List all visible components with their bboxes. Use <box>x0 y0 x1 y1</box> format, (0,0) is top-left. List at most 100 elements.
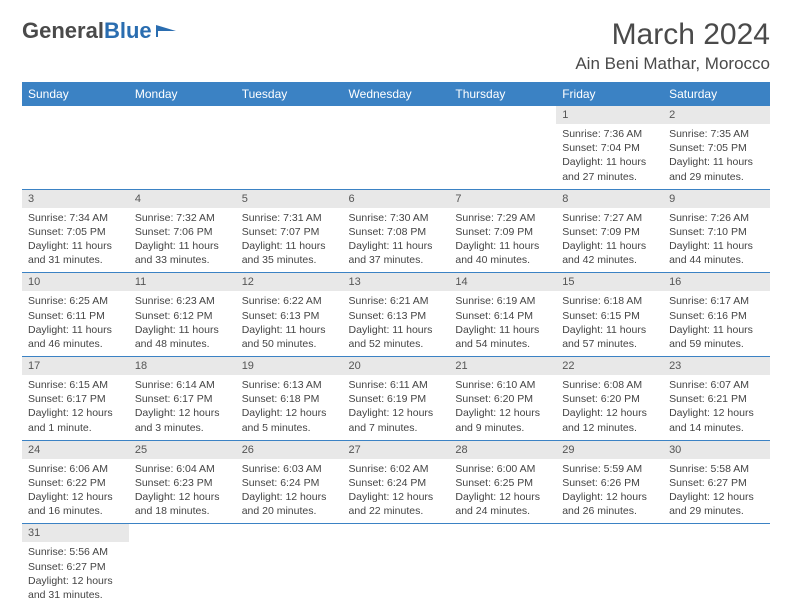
daylight-text: Daylight: 12 hours and 9 minutes. <box>455 406 550 434</box>
day-content: Sunrise: 7:32 AMSunset: 7:06 PMDaylight:… <box>129 208 236 273</box>
sunset-text: Sunset: 7:09 PM <box>455 225 550 239</box>
sunset-text: Sunset: 6:12 PM <box>135 309 230 323</box>
daylight-text: Daylight: 11 hours and 31 minutes. <box>28 239 123 267</box>
daylight-text: Daylight: 11 hours and 33 minutes. <box>135 239 230 267</box>
daylight-text: Daylight: 12 hours and 16 minutes. <box>28 490 123 518</box>
sunrise-text: Sunrise: 7:36 AM <box>562 127 657 141</box>
day-cell <box>343 524 450 607</box>
sunset-text: Sunset: 6:19 PM <box>349 392 444 406</box>
sunrise-text: Sunrise: 7:30 AM <box>349 211 444 225</box>
day-cell: 23Sunrise: 6:07 AMSunset: 6:21 PMDayligh… <box>663 357 770 441</box>
sunset-text: Sunset: 6:11 PM <box>28 309 123 323</box>
day-number: 18 <box>129 357 236 375</box>
daylight-text: Daylight: 12 hours and 26 minutes. <box>562 490 657 518</box>
day-content: Sunrise: 6:17 AMSunset: 6:16 PMDaylight:… <box>663 291 770 356</box>
day-content: Sunrise: 6:11 AMSunset: 6:19 PMDaylight:… <box>343 375 450 440</box>
day-content: Sunrise: 6:23 AMSunset: 6:12 PMDaylight:… <box>129 291 236 356</box>
sunrise-text: Sunrise: 6:03 AM <box>242 462 337 476</box>
day-cell: 8Sunrise: 7:27 AMSunset: 7:09 PMDaylight… <box>556 189 663 273</box>
sunrise-text: Sunrise: 6:02 AM <box>349 462 444 476</box>
day-number: 12 <box>236 273 343 291</box>
sunset-text: Sunset: 7:10 PM <box>669 225 764 239</box>
day-number: 5 <box>236 190 343 208</box>
month-title: March 2024 <box>575 18 770 52</box>
sunrise-text: Sunrise: 6:21 AM <box>349 294 444 308</box>
week-row: 3Sunrise: 7:34 AMSunset: 7:05 PMDaylight… <box>22 189 770 273</box>
day-number: 23 <box>663 357 770 375</box>
day-cell <box>343 106 450 189</box>
day-cell <box>129 524 236 607</box>
day-cell: 10Sunrise: 6:25 AMSunset: 6:11 PMDayligh… <box>22 273 129 357</box>
daylight-text: Daylight: 11 hours and 46 minutes. <box>28 323 123 351</box>
sunset-text: Sunset: 6:13 PM <box>349 309 444 323</box>
daylight-text: Daylight: 12 hours and 29 minutes. <box>669 490 764 518</box>
week-row: 17Sunrise: 6:15 AMSunset: 6:17 PMDayligh… <box>22 357 770 441</box>
day-cell <box>449 106 556 189</box>
daylight-text: Daylight: 12 hours and 3 minutes. <box>135 406 230 434</box>
sunset-text: Sunset: 6:25 PM <box>455 476 550 490</box>
day-cell: 28Sunrise: 6:00 AMSunset: 6:25 PMDayligh… <box>449 440 556 524</box>
daylight-text: Daylight: 12 hours and 14 minutes. <box>669 406 764 434</box>
day-content: Sunrise: 6:10 AMSunset: 6:20 PMDaylight:… <box>449 375 556 440</box>
sunrise-text: Sunrise: 6:08 AM <box>562 378 657 392</box>
day-content: Sunrise: 6:15 AMSunset: 6:17 PMDaylight:… <box>22 375 129 440</box>
daylight-text: Daylight: 12 hours and 22 minutes. <box>349 490 444 518</box>
day-number: 10 <box>22 273 129 291</box>
day-header: Thursday <box>449 82 556 106</box>
day-content: Sunrise: 7:29 AMSunset: 7:09 PMDaylight:… <box>449 208 556 273</box>
day-number: 6 <box>343 190 450 208</box>
day-content: Sunrise: 7:26 AMSunset: 7:10 PMDaylight:… <box>663 208 770 273</box>
day-cell <box>556 524 663 607</box>
day-content: Sunrise: 6:25 AMSunset: 6:11 PMDaylight:… <box>22 291 129 356</box>
daylight-text: Daylight: 11 hours and 37 minutes. <box>349 239 444 267</box>
sunset-text: Sunset: 7:08 PM <box>349 225 444 239</box>
logo: GeneralBlue <box>22 18 178 44</box>
day-cell <box>236 106 343 189</box>
day-cell: 18Sunrise: 6:14 AMSunset: 6:17 PMDayligh… <box>129 357 236 441</box>
week-row: 1Sunrise: 7:36 AMSunset: 7:04 PMDaylight… <box>22 106 770 189</box>
daylight-text: Daylight: 11 hours and 57 minutes. <box>562 323 657 351</box>
day-content: Sunrise: 6:14 AMSunset: 6:17 PMDaylight:… <box>129 375 236 440</box>
sunrise-text: Sunrise: 6:14 AM <box>135 378 230 392</box>
sunset-text: Sunset: 6:24 PM <box>349 476 444 490</box>
sunrise-text: Sunrise: 7:26 AM <box>669 211 764 225</box>
daylight-text: Daylight: 12 hours and 20 minutes. <box>242 490 337 518</box>
sunrise-text: Sunrise: 6:10 AM <box>455 378 550 392</box>
daylight-text: Daylight: 11 hours and 48 minutes. <box>135 323 230 351</box>
sunset-text: Sunset: 6:17 PM <box>135 392 230 406</box>
daylight-text: Daylight: 12 hours and 31 minutes. <box>28 574 123 602</box>
sunset-text: Sunset: 6:27 PM <box>28 560 123 574</box>
day-cell: 26Sunrise: 6:03 AMSunset: 6:24 PMDayligh… <box>236 440 343 524</box>
sunset-text: Sunset: 6:15 PM <box>562 309 657 323</box>
daylight-text: Daylight: 11 hours and 29 minutes. <box>669 155 764 183</box>
day-cell: 24Sunrise: 6:06 AMSunset: 6:22 PMDayligh… <box>22 440 129 524</box>
day-content: Sunrise: 5:59 AMSunset: 6:26 PMDaylight:… <box>556 459 663 524</box>
sunset-text: Sunset: 6:22 PM <box>28 476 123 490</box>
day-cell <box>663 524 770 607</box>
day-content: Sunrise: 6:00 AMSunset: 6:25 PMDaylight:… <box>449 459 556 524</box>
sunrise-text: Sunrise: 5:56 AM <box>28 545 123 559</box>
sunrise-text: Sunrise: 6:17 AM <box>669 294 764 308</box>
day-header: Saturday <box>663 82 770 106</box>
day-number: 3 <box>22 190 129 208</box>
day-header: Friday <box>556 82 663 106</box>
day-number: 30 <box>663 441 770 459</box>
day-content: Sunrise: 6:08 AMSunset: 6:20 PMDaylight:… <box>556 375 663 440</box>
day-content: Sunrise: 7:36 AMSunset: 7:04 PMDaylight:… <box>556 124 663 189</box>
daylight-text: Daylight: 11 hours and 50 minutes. <box>242 323 337 351</box>
day-cell <box>129 106 236 189</box>
day-cell: 11Sunrise: 6:23 AMSunset: 6:12 PMDayligh… <box>129 273 236 357</box>
sunset-text: Sunset: 6:27 PM <box>669 476 764 490</box>
day-cell <box>449 524 556 607</box>
day-cell: 1Sunrise: 7:36 AMSunset: 7:04 PMDaylight… <box>556 106 663 189</box>
day-cell: 20Sunrise: 6:11 AMSunset: 6:19 PMDayligh… <box>343 357 450 441</box>
sunrise-text: Sunrise: 6:25 AM <box>28 294 123 308</box>
daylight-text: Daylight: 12 hours and 24 minutes. <box>455 490 550 518</box>
daylight-text: Daylight: 12 hours and 18 minutes. <box>135 490 230 518</box>
sunset-text: Sunset: 6:16 PM <box>669 309 764 323</box>
sunrise-text: Sunrise: 6:19 AM <box>455 294 550 308</box>
day-number: 22 <box>556 357 663 375</box>
daylight-text: Daylight: 11 hours and 54 minutes. <box>455 323 550 351</box>
day-cell: 5Sunrise: 7:31 AMSunset: 7:07 PMDaylight… <box>236 189 343 273</box>
daylight-text: Daylight: 11 hours and 52 minutes. <box>349 323 444 351</box>
